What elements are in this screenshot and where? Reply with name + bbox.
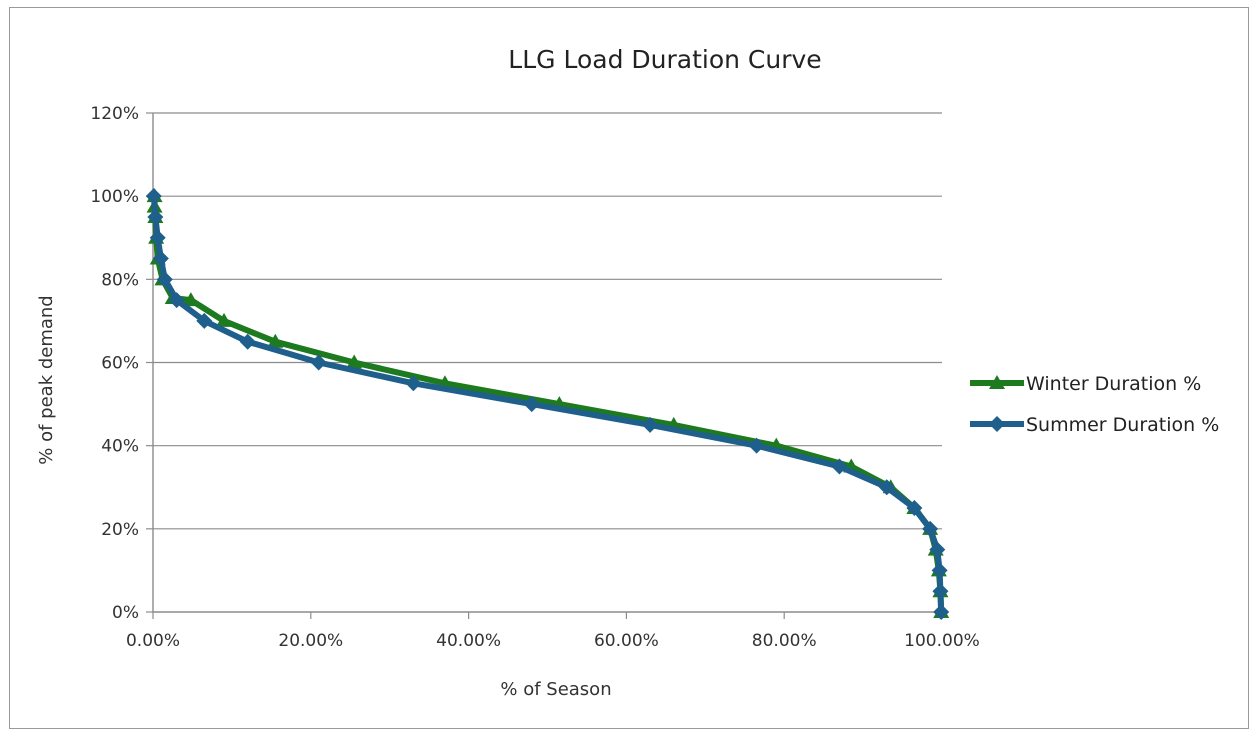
- legend-swatch-marker: [989, 375, 1005, 389]
- y-tick-label: 40%: [101, 437, 139, 457]
- data-point: [168, 292, 185, 309]
- data-point: [346, 354, 363, 369]
- legend: Winter Duration % Summer Duration %: [970, 373, 1219, 436]
- y-tick-label: 60%: [101, 354, 139, 374]
- data-point: [878, 479, 895, 496]
- data-point: [931, 562, 948, 579]
- data-point: [216, 312, 233, 327]
- axes: [146, 112, 943, 619]
- series-winter: [146, 188, 950, 618]
- chart-title: LLG Load Duration Curve: [508, 45, 821, 74]
- data-point: [156, 271, 173, 288]
- data-point: [239, 333, 256, 350]
- data-point: [182, 292, 199, 307]
- legend-label: Summer Duration %: [1026, 414, 1219, 436]
- x-tick-label: 40.00%: [436, 631, 501, 651]
- y-tick-label: 100%: [90, 187, 139, 207]
- y-tick-label: 80%: [101, 270, 139, 290]
- data-point: [145, 188, 162, 205]
- data-point: [932, 583, 949, 600]
- legend-label: Winter Duration %: [1026, 373, 1201, 395]
- chart-frame: [9, 7, 1249, 729]
- data-point: [906, 500, 923, 517]
- y-tick-labels: 0% 20% 40% 60% 80% 100% 120%: [90, 104, 139, 623]
- data-point: [149, 229, 166, 246]
- x-tick-label: 100.00%: [904, 631, 980, 651]
- data-point: [929, 541, 946, 558]
- y-tick-label: 20%: [101, 520, 139, 540]
- x-tick-labels: 0.00% 20.00% 40.00% 60.00% 80.00% 100.00%: [126, 631, 980, 651]
- gridlines: [153, 112, 942, 530]
- data-point: [152, 250, 169, 267]
- data-point: [147, 208, 164, 225]
- data-point: [933, 604, 950, 620]
- x-tick-label: 60.00%: [594, 631, 659, 651]
- data-point: [196, 312, 213, 329]
- x-tick-label: 20.00%: [278, 631, 343, 651]
- data-point: [310, 354, 327, 371]
- legend-item: Summer Duration %: [970, 414, 1219, 436]
- data-point: [523, 396, 540, 413]
- y-tick-label: 120%: [90, 104, 139, 124]
- series-line: [150, 193, 945, 615]
- data-point: [922, 520, 939, 537]
- x-axis-label: % of Season: [500, 679, 611, 700]
- y-axis-label: % of peak demand: [36, 295, 57, 464]
- data-point: [267, 333, 284, 348]
- series-summer: [145, 188, 950, 620]
- legend-item: Winter Duration %: [970, 373, 1201, 395]
- y-tick-label: 0%: [112, 603, 139, 623]
- x-tick-label: 80.00%: [752, 631, 817, 651]
- x-tick-label: 0.00%: [126, 631, 180, 651]
- data-point: [748, 437, 765, 454]
- data-point: [831, 458, 848, 475]
- data-point: [405, 375, 422, 392]
- series-group: [145, 188, 950, 620]
- data-point: [642, 416, 659, 433]
- legend-swatch-marker: [989, 416, 1005, 432]
